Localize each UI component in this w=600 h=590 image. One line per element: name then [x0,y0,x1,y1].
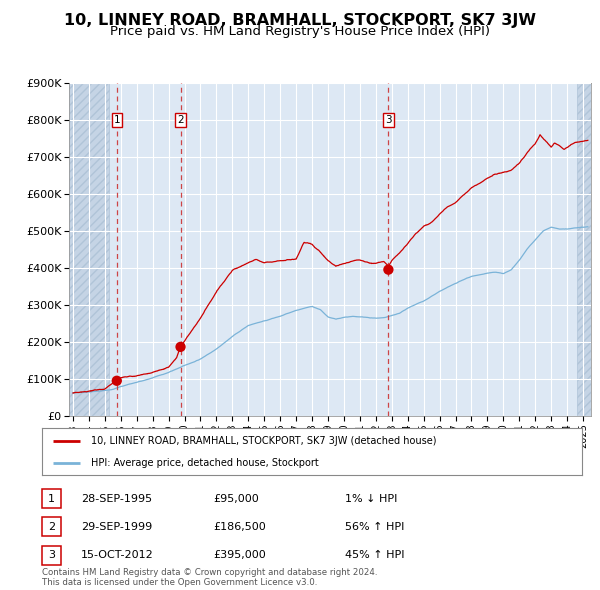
Text: 1: 1 [48,494,55,503]
Text: £395,000: £395,000 [213,550,266,560]
Text: 1: 1 [113,114,120,124]
Text: 10, LINNEY ROAD, BRAMHALL, STOCKPORT, SK7 3JW: 10, LINNEY ROAD, BRAMHALL, STOCKPORT, SK… [64,13,536,28]
Text: 45% ↑ HPI: 45% ↑ HPI [345,550,404,560]
Point [383,265,393,274]
Text: £186,500: £186,500 [213,522,266,532]
Text: Price paid vs. HM Land Registry's House Price Index (HPI): Price paid vs. HM Land Registry's House … [110,25,490,38]
Text: 2: 2 [48,522,55,532]
Point [112,376,122,385]
Bar [69,83,109,416]
Text: 1% ↓ HPI: 1% ↓ HPI [345,494,397,503]
Text: 56% ↑ HPI: 56% ↑ HPI [345,522,404,532]
Text: 3: 3 [48,550,55,560]
Text: 15-OCT-2012: 15-OCT-2012 [81,550,154,560]
Text: 29-SEP-1999: 29-SEP-1999 [81,522,152,532]
Bar [577,83,591,416]
Text: 3: 3 [385,114,392,124]
Text: £95,000: £95,000 [213,494,259,503]
Text: HPI: Average price, detached house, Stockport: HPI: Average price, detached house, Stoc… [91,458,319,468]
Text: 28-SEP-1995: 28-SEP-1995 [81,494,152,503]
Text: Contains HM Land Registry data © Crown copyright and database right 2024.
This d: Contains HM Land Registry data © Crown c… [42,568,377,587]
Point [176,342,185,352]
Text: 2: 2 [177,114,184,124]
Text: 10, LINNEY ROAD, BRAMHALL, STOCKPORT, SK7 3JW (detached house): 10, LINNEY ROAD, BRAMHALL, STOCKPORT, SK… [91,436,436,446]
